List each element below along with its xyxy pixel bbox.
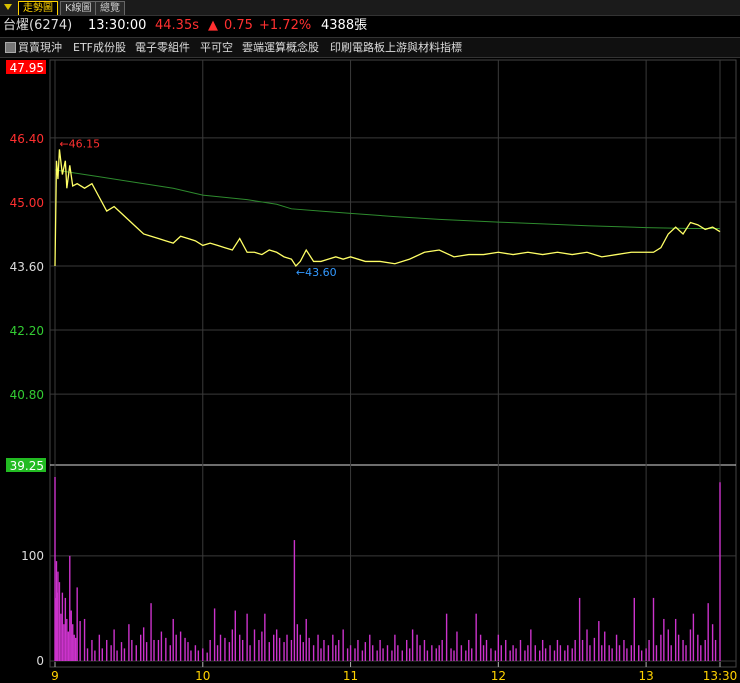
price-tick-bg <box>6 458 46 472</box>
quote-time: 13:30:00 <box>88 18 147 33</box>
time-tick-label: 10 <box>195 669 210 683</box>
up-arrow-icon: ▲ <box>208 18 218 33</box>
category-bar: 買賣現沖 ETF成份股 電子零組件 平可空 雲端運算概念股 印刷電路板上游與材料… <box>0 37 740 58</box>
time-axis: 9 10 11 12 13 13:30 <box>51 662 737 683</box>
tab-trend-chart[interactable]: 走勢圖 <box>18 1 58 15</box>
price-tick-bg <box>6 60 46 74</box>
category-day-trade[interactable]: 買賣現沖 <box>18 41 62 54</box>
tab-bar: 走勢圖 K線圖 總覽 <box>0 0 740 16</box>
price-tick-label: 47.95 <box>10 61 44 75</box>
price-change: 0.75 <box>224 18 253 33</box>
time-tick-label: 13:30 <box>703 669 738 683</box>
checkbox-icon[interactable] <box>5 42 16 53</box>
category-cloud-computing[interactable]: 雲端運算概念股 <box>242 41 319 54</box>
time-tick-label: 12 <box>491 669 506 683</box>
low-price-label: ←43.60 <box>296 266 337 279</box>
grid-lines <box>50 60 736 667</box>
time-tick-label: 13 <box>638 669 653 683</box>
price-axis: 47.95 46.40 45.00 43.60 42.20 40.80 39.25 100 0 <box>6 60 46 668</box>
price-tick-label: 43.60 <box>10 260 44 274</box>
total-volume: 4388張 <box>321 18 368 33</box>
last-price: 44.35s <box>155 18 199 33</box>
volume-bars <box>54 477 721 661</box>
category-electronic-components[interactable]: 電子零組件 <box>135 41 190 54</box>
time-tick-label: 9 <box>51 669 59 683</box>
volume-tick-label: 0 <box>36 654 44 668</box>
price-tick-label: 39.25 <box>10 459 44 473</box>
volume-tick-label: 100 <box>21 549 44 563</box>
annotations: ←46.15 ←43.60 <box>59 137 336 279</box>
time-tick-label: 11 <box>343 669 358 683</box>
category-short-sell-at-par[interactable]: 平可空 <box>200 41 233 54</box>
price-tick-label: 45.00 <box>10 196 44 210</box>
price-change-percent: +1.72% <box>259 18 312 33</box>
stock-name: 台燿(6274) <box>3 18 73 33</box>
average-price-line <box>54 169 720 229</box>
price-tick-label: 42.20 <box>10 324 44 338</box>
plot-frame <box>49 59 737 668</box>
quote-bar: 台燿(6274) 13:30:00 44.35s ▲ 0.75 +1.72% 4… <box>0 16 740 36</box>
price-line <box>54 149 721 268</box>
price-lines <box>54 149 721 268</box>
high-price-label: ←46.15 <box>59 137 100 150</box>
price-tick-label: 40.80 <box>10 388 44 402</box>
category-pcb-upstream[interactable]: 印刷電路板上游與材料指標 <box>330 41 462 54</box>
menu-triangle-icon[interactable] <box>4 4 12 10</box>
price-tick-label: 46.40 <box>10 132 44 146</box>
category-etf-constituent[interactable]: ETF成份股 <box>73 41 126 54</box>
tab-overview[interactable]: 總覽 <box>95 1 125 15</box>
